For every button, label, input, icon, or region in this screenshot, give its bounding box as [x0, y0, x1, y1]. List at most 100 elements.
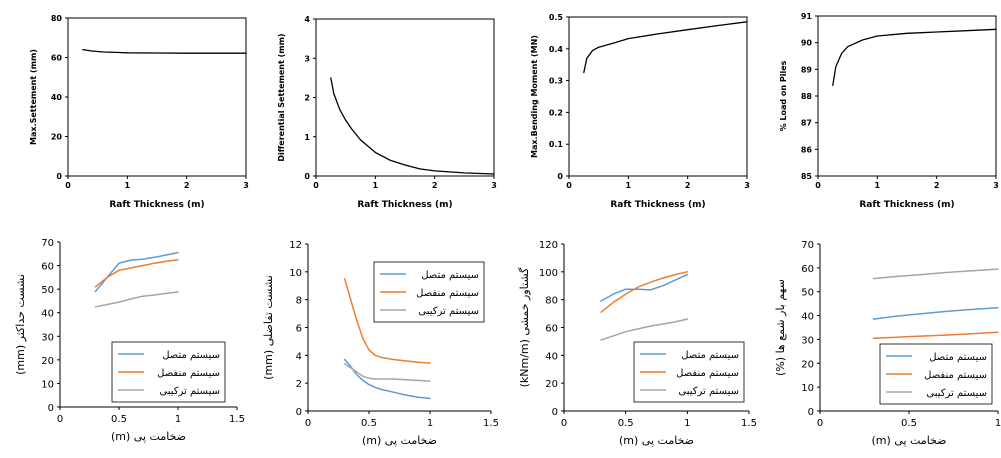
x-tick-label: 1: [125, 181, 131, 190]
y-tick-label: 0: [48, 403, 54, 414]
legend-label: سیستم منفصل: [157, 368, 220, 379]
chart-4: 85 86 87 88 89 90 91 0 1 2 3 Raft Thickness (m) % Lo…: [779, 12, 999, 210]
x-axis-title: Raft Thickness (m): [610, 200, 705, 210]
x-tick-label: 1: [995, 418, 1001, 429]
y-tick-label: 86: [801, 145, 813, 154]
y-tick-label: 70: [41, 238, 54, 249]
x-tick-label: 1: [875, 181, 881, 190]
y-tick-label: 0.4: [549, 45, 564, 54]
x-tick-label: 2: [685, 181, 691, 190]
x-axis-title: ضخامت پی (m): [111, 430, 186, 443]
legend-box: [879, 343, 993, 405]
x-tick-label: 0.5: [618, 418, 634, 429]
chart-3: 0 0.1 0.2 0.3 0.4 0.5 0 1 2 3 Raft Thickness (m) Ma…: [530, 13, 750, 210]
legend-label: سیستم متصل: [162, 350, 220, 361]
legend-label: سیستم متصل: [681, 350, 739, 361]
x-tick-label: 3: [491, 181, 497, 190]
y-tick-label: 60: [801, 264, 814, 275]
y-axis-title: نشست حداکثر (mm): [14, 274, 27, 375]
x-tick-label: 1: [175, 414, 181, 425]
legend-label: سیستم منفصل: [676, 368, 739, 379]
y-tick-label: 0: [552, 407, 558, 418]
series-line-1: [94, 251, 179, 293]
series-line-3: [94, 291, 179, 308]
y-tick-label: 85: [801, 172, 813, 181]
y-tick-label: 88: [801, 92, 813, 101]
x-tick-label: 2: [184, 181, 190, 190]
y-tick-label: 0: [557, 172, 563, 181]
legend-label: سیستم ترکیبی: [678, 386, 739, 397]
series-line-2: [343, 278, 431, 364]
chart-2: 0 1 2 3 4 0 1 2 3 Raft Thickness (m) Differential …: [277, 15, 497, 210]
x-tick-label: 0: [566, 181, 572, 190]
legend-label: سیستم ترکیبی: [159, 386, 220, 397]
y-tick-label: 20: [41, 356, 54, 367]
y-tick-label: 50: [801, 288, 814, 299]
y-tick-label: 40: [801, 312, 814, 323]
x-tick-label: 1: [373, 181, 379, 190]
y-tick-label: 0: [56, 172, 62, 181]
x-tick-label: 0: [57, 414, 63, 425]
series-line-1: [82, 48, 247, 54]
x-axis-title: ضخامت پی (m): [362, 434, 437, 447]
y-axis-title: Max.Bending Moment (MN): [530, 35, 539, 158]
y-tick-label: 87: [801, 119, 812, 128]
y-tick-label: 8: [296, 296, 302, 307]
legend: سیستم متصل سیستم منفصل سیستم ترکیبی: [373, 261, 485, 323]
y-tick-label: 10: [41, 379, 54, 390]
y-tick-label: 50: [41, 285, 54, 296]
y-tick-label: 80: [51, 14, 63, 23]
chart-6: 0 2 4 6 8 10 12 0 0.5 1 1.5 ضخامت پی (m) نشست تفاضلی…: [262, 240, 499, 447]
series-line-1: [872, 306, 999, 320]
x-tick-label: 0: [305, 418, 311, 429]
y-tick-label: 91: [801, 12, 813, 21]
legend: سیستم متصل سیستم منفصل سیستم ترکیبی: [879, 343, 993, 405]
x-tick-label: 0: [65, 181, 71, 190]
y-tick-label: 30: [41, 332, 54, 343]
y-tick-label: 1: [304, 133, 310, 142]
y-tick-label: 80: [545, 296, 558, 307]
x-tick-label: 0.5: [901, 418, 917, 429]
x-tick-label: 2: [934, 181, 940, 190]
y-tick-label: 0: [296, 407, 302, 418]
chart-1: 0 20 40 60 80 0 1 2 3 Raft Thickness (m) Max.Sette…: [29, 14, 249, 210]
x-axis-title: Raft Thickness (m): [859, 200, 954, 210]
y-tick-label: 40: [41, 309, 54, 320]
series-line-2: [872, 331, 999, 339]
y-tick-label: 100: [539, 268, 558, 279]
x-tick-label: 0: [313, 181, 319, 190]
plot-frame: [817, 15, 997, 177]
plot-frame: [568, 16, 748, 177]
x-tick-label: 0.5: [361, 418, 377, 429]
y-axis-title: گشتاور خمشی (kNm/m): [518, 267, 531, 388]
x-tick-label: 3: [744, 181, 750, 190]
y-tick-label: 40: [545, 351, 558, 362]
series-line-3: [872, 268, 999, 280]
x-tick-label: 1.5: [229, 414, 245, 425]
x-tick-label: 1: [626, 181, 632, 190]
series-line-1: [343, 358, 431, 400]
legend-label: سیستم ترکیبی: [418, 306, 479, 317]
y-tick-label: 10: [801, 383, 814, 394]
x-tick-label: 0.5: [111, 414, 127, 425]
y-tick-label: 60: [41, 262, 54, 273]
y-axis-title: Differential Settement (mm): [277, 33, 286, 161]
series-line-2: [94, 258, 179, 288]
y-tick-label: 20: [801, 359, 814, 370]
y-tick-label: 90: [801, 39, 813, 48]
series-line-1: [832, 28, 997, 86]
x-axis-title: ضخامت پی (m): [871, 434, 946, 447]
y-tick-label: 0: [304, 172, 310, 181]
y-tick-label: 30: [801, 335, 814, 346]
y-tick-label: 60: [51, 54, 63, 63]
series-line-1: [600, 273, 689, 302]
y-axis-title: سهم بار شمع ها (%): [774, 279, 787, 376]
y-tick-label: 0.5: [549, 13, 564, 22]
x-tick-label: 0: [561, 418, 567, 429]
x-tick-label: 0: [817, 418, 823, 429]
x-tick-label: 1: [427, 418, 433, 429]
y-tick-label: 40: [51, 93, 63, 102]
y-tick-label: 10: [289, 268, 302, 279]
y-tick-label: 60: [545, 324, 558, 335]
